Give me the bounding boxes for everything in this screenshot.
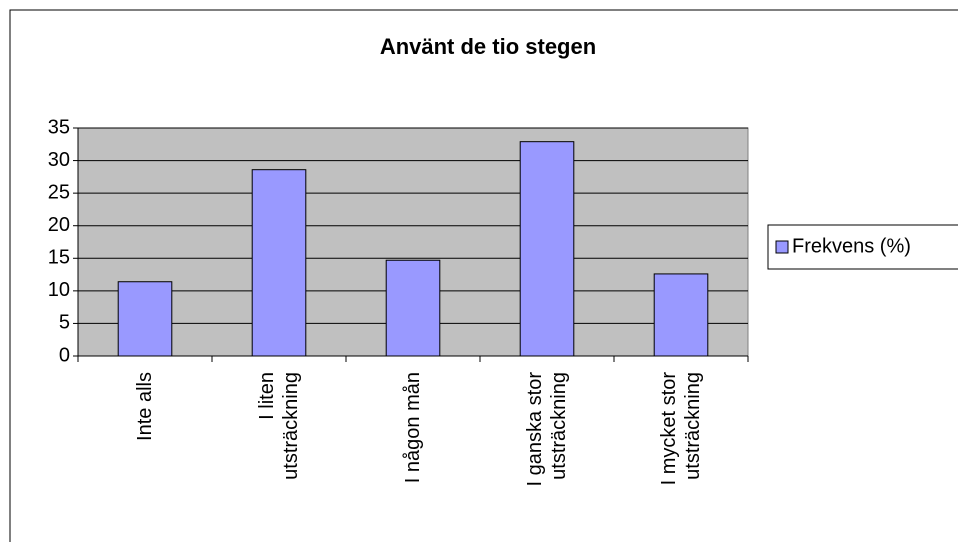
x-tick-label: Inte alls [134, 372, 156, 441]
y-tick-label: 30 [48, 149, 70, 171]
legend-swatch [775, 240, 789, 254]
y-tick-label: 15 [48, 247, 70, 269]
bar [519, 141, 575, 357]
bar [385, 259, 441, 357]
legend-box [767, 224, 958, 270]
bar [117, 281, 173, 357]
bar [653, 273, 709, 357]
x-tick-label: I liten utsträckning [256, 372, 302, 480]
x-tick-label: I ganska stor utsträckning [524, 372, 570, 487]
x-tick-label: I någon mån [402, 372, 424, 484]
legend-label: Frekvens (%) [792, 235, 911, 257]
y-tick-label: 0 [59, 344, 70, 366]
y-tick-label: 25 [48, 181, 70, 203]
y-tick-label: 10 [48, 279, 70, 301]
y-tick-label: 35 [48, 116, 70, 138]
chart-title: Använt de tio stegen [380, 34, 596, 59]
y-tick-label: 5 [59, 312, 70, 334]
y-tick-label: 20 [48, 214, 70, 236]
x-tick-label: I mycket stor utsträckning [658, 372, 704, 486]
bar [251, 169, 307, 357]
